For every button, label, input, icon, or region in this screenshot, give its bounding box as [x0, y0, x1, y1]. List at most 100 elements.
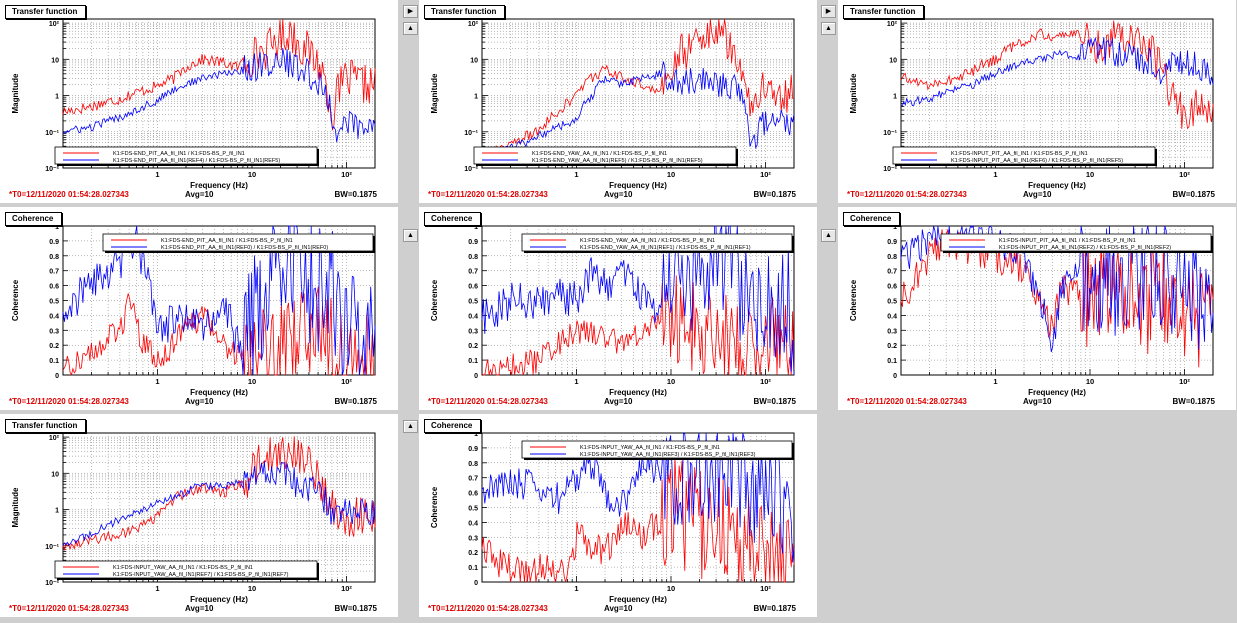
y-tick-label: 0.6 [887, 284, 897, 291]
x-tick-label: 10² [341, 170, 352, 179]
prev-pad-button[interactable]: ▲ [821, 229, 836, 242]
chart-footer: *T0=12/11/2020 01:54:28.027343 Avg=10 BW… [419, 396, 817, 408]
y-tick-label: 1 [55, 508, 59, 515]
y-tick-label: 1 [474, 431, 478, 438]
y-tick-label: 10⁻¹ [45, 544, 59, 551]
x-tick-label: 10² [341, 584, 352, 593]
y-axis-label: Coherence [430, 279, 439, 321]
bw-label: BW=0.1875 [334, 397, 377, 406]
avg-label: Avg=10 [185, 190, 214, 199]
chart-plot: 1 10 10² 0 0.1 0.2 0.3 0.4 0.5 0.6 0.7 0.8 0.9 1 Frequ… [849, 224, 1214, 397]
chart-title[interactable]: Coherence [424, 212, 482, 226]
chart-title[interactable]: Transfer function [5, 5, 87, 19]
t0-label: *T0=12/11/2020 01:54:28.027343 [428, 604, 548, 613]
plot-frame [62, 18, 376, 169]
y-tick-label: 10² [468, 21, 479, 28]
legend-label: K1:FDS-INPUT_YAW_AA_fil_IN1(REF7) / K1:F… [113, 572, 289, 578]
y-tick-label: 0 [893, 373, 897, 380]
x-tick-label: 10² [341, 377, 352, 386]
avg-label: Avg=10 [604, 397, 633, 406]
legend-box [54, 146, 318, 165]
y-tick-label: 10⁻¹ [464, 130, 478, 137]
y-tick-label: 0.5 [468, 299, 478, 306]
chart-title[interactable]: Transfer function [424, 5, 506, 19]
x-tick-label: 10 [667, 377, 675, 386]
bw-label: BW=0.1875 [753, 397, 796, 406]
y-tick-label: 0.8 [468, 254, 478, 261]
red-series-line [481, 455, 795, 583]
legend-box [102, 233, 374, 252]
y-tick-label: 0.9 [887, 239, 897, 246]
x-tick-label: 10 [1086, 377, 1094, 386]
chart-pad: 1 10 10² 10⁻² 10⁻¹ 1 10 10² Frequency (Hz) Magnit… [0, 414, 398, 617]
chart-pad: 1 10 10² 0 0.1 0.2 0.3 0.4 0.5 0.6 0.7 0.8 0.9 1 Frequ… [419, 414, 817, 617]
y-tick-label: 10 [470, 57, 478, 64]
y-tick-label: 0 [474, 580, 478, 587]
y-tick-label: 10⁻¹ [883, 130, 897, 137]
chart-title[interactable]: Coherence [424, 419, 482, 433]
chart-pad: 1 10 10² 10⁻² 10⁻¹ 1 10 10² Frequency (Hz) Magnit… [0, 0, 398, 203]
y-tick-label: 10⁻² [45, 166, 59, 173]
prev-pad-button[interactable]: ▲ [821, 22, 836, 35]
legend-label: K1:FDS-INPUT_PIT_AA_fil_IN1 / K1:FDS-BS_… [951, 151, 1088, 157]
x-tick-label: 1 [574, 170, 578, 179]
legend-label: K1:FDS-END_YAW_AA_fil_IN1(REF5) / K1:FDS… [532, 158, 703, 164]
legend-label: K1:FDS-INPUT_PIT_AA_fil_IN1(REF2) / K1:F… [999, 245, 1171, 251]
chart-plot: 1 10 10² 10⁻² 10⁻¹ 1 10 10² Frequency (Hz) Magnit… [11, 18, 376, 190]
y-tick-label: 10 [51, 471, 59, 478]
x-tick-label: 10² [1179, 170, 1190, 179]
avg-label: Avg=10 [185, 604, 214, 613]
prev-pad-button[interactable]: ▲ [403, 229, 418, 242]
x-axis-label: Frequency (Hz) [1028, 388, 1086, 397]
prev-pad-button[interactable]: ▲ [403, 22, 418, 35]
grid-lines [901, 19, 1213, 168]
y-tick-label: 0.5 [49, 299, 59, 306]
x-axis-label: Frequency (Hz) [609, 595, 667, 604]
x-axis-label: Frequency (Hz) [190, 181, 248, 190]
x-tick-label: 1 [993, 377, 997, 386]
y-tick-label: 0.5 [468, 506, 478, 513]
chart-footer: *T0=12/11/2020 01:54:28.027343 Avg=10 BW… [0, 189, 398, 201]
x-tick-label: 1 [155, 584, 159, 593]
bw-label: BW=0.1875 [1172, 397, 1215, 406]
chart-plot: 1 10 10² 0 0.1 0.2 0.3 0.4 0.5 0.6 0.7 0.8 0.9 1 Frequ… [430, 431, 795, 604]
y-tick-label: 0.9 [468, 239, 478, 246]
legend-label: K1:FDS-INPUT_PIT_AA_fil_IN1(REF6) / K1:F… [951, 158, 1123, 164]
y-tick-label: 10 [889, 57, 897, 64]
chart-plot: 1 10 10² 10⁻² 10⁻¹ 1 10 10² Frequency (Hz) Magnit… [430, 18, 795, 190]
x-tick-label: 1 [574, 377, 578, 386]
bw-label: BW=0.1875 [1172, 190, 1215, 199]
red-series-line [62, 436, 376, 552]
y-tick-label: 0.6 [49, 284, 59, 291]
red-series-line [900, 20, 1214, 130]
avg-label: Avg=10 [185, 397, 214, 406]
prev-pad-button[interactable]: ▲ [403, 420, 418, 433]
y-tick-label: 0.9 [468, 446, 478, 453]
next-pad-button[interactable]: ▶ [821, 5, 836, 18]
chart-title[interactable]: Coherence [5, 212, 63, 226]
y-tick-label: 10⁻² [883, 166, 897, 173]
x-tick-label: 10 [248, 377, 256, 386]
t0-label: *T0=12/11/2020 01:54:28.027343 [847, 397, 967, 406]
bw-label: BW=0.1875 [334, 190, 377, 199]
legend-label: K1:FDS-END_YAW_AA_fil_IN1(REF1) / K1:FDS… [580, 245, 751, 251]
y-tick-label: 1 [474, 224, 478, 231]
next-pad-button[interactable]: ▶ [403, 5, 418, 18]
y-axis-label: Coherence [430, 486, 439, 528]
legend-label: K1:FDS-END_PIT_AA_fil_IN1(REF4) / K1:FDS… [113, 158, 280, 164]
chart-title[interactable]: Transfer function [843, 5, 925, 19]
x-tick-label: 10² [760, 377, 771, 386]
x-tick-label: 10 [1086, 170, 1094, 179]
t0-label: *T0=12/11/2020 01:54:28.027343 [428, 397, 548, 406]
chart-footer: *T0=12/11/2020 01:54:28.027343 Avg=10 BW… [838, 189, 1236, 201]
chart-title[interactable]: Transfer function [5, 419, 87, 433]
bw-label: BW=0.1875 [334, 604, 377, 613]
y-tick-label: 0.8 [468, 461, 478, 468]
t0-label: *T0=12/11/2020 01:54:28.027343 [9, 190, 129, 199]
legend-box [521, 233, 793, 252]
y-tick-label: 1 [893, 94, 897, 101]
blue-series-line [481, 61, 795, 160]
chart-title[interactable]: Coherence [843, 212, 901, 226]
plot-frame [900, 18, 1214, 169]
x-axis-label: Frequency (Hz) [190, 595, 248, 604]
